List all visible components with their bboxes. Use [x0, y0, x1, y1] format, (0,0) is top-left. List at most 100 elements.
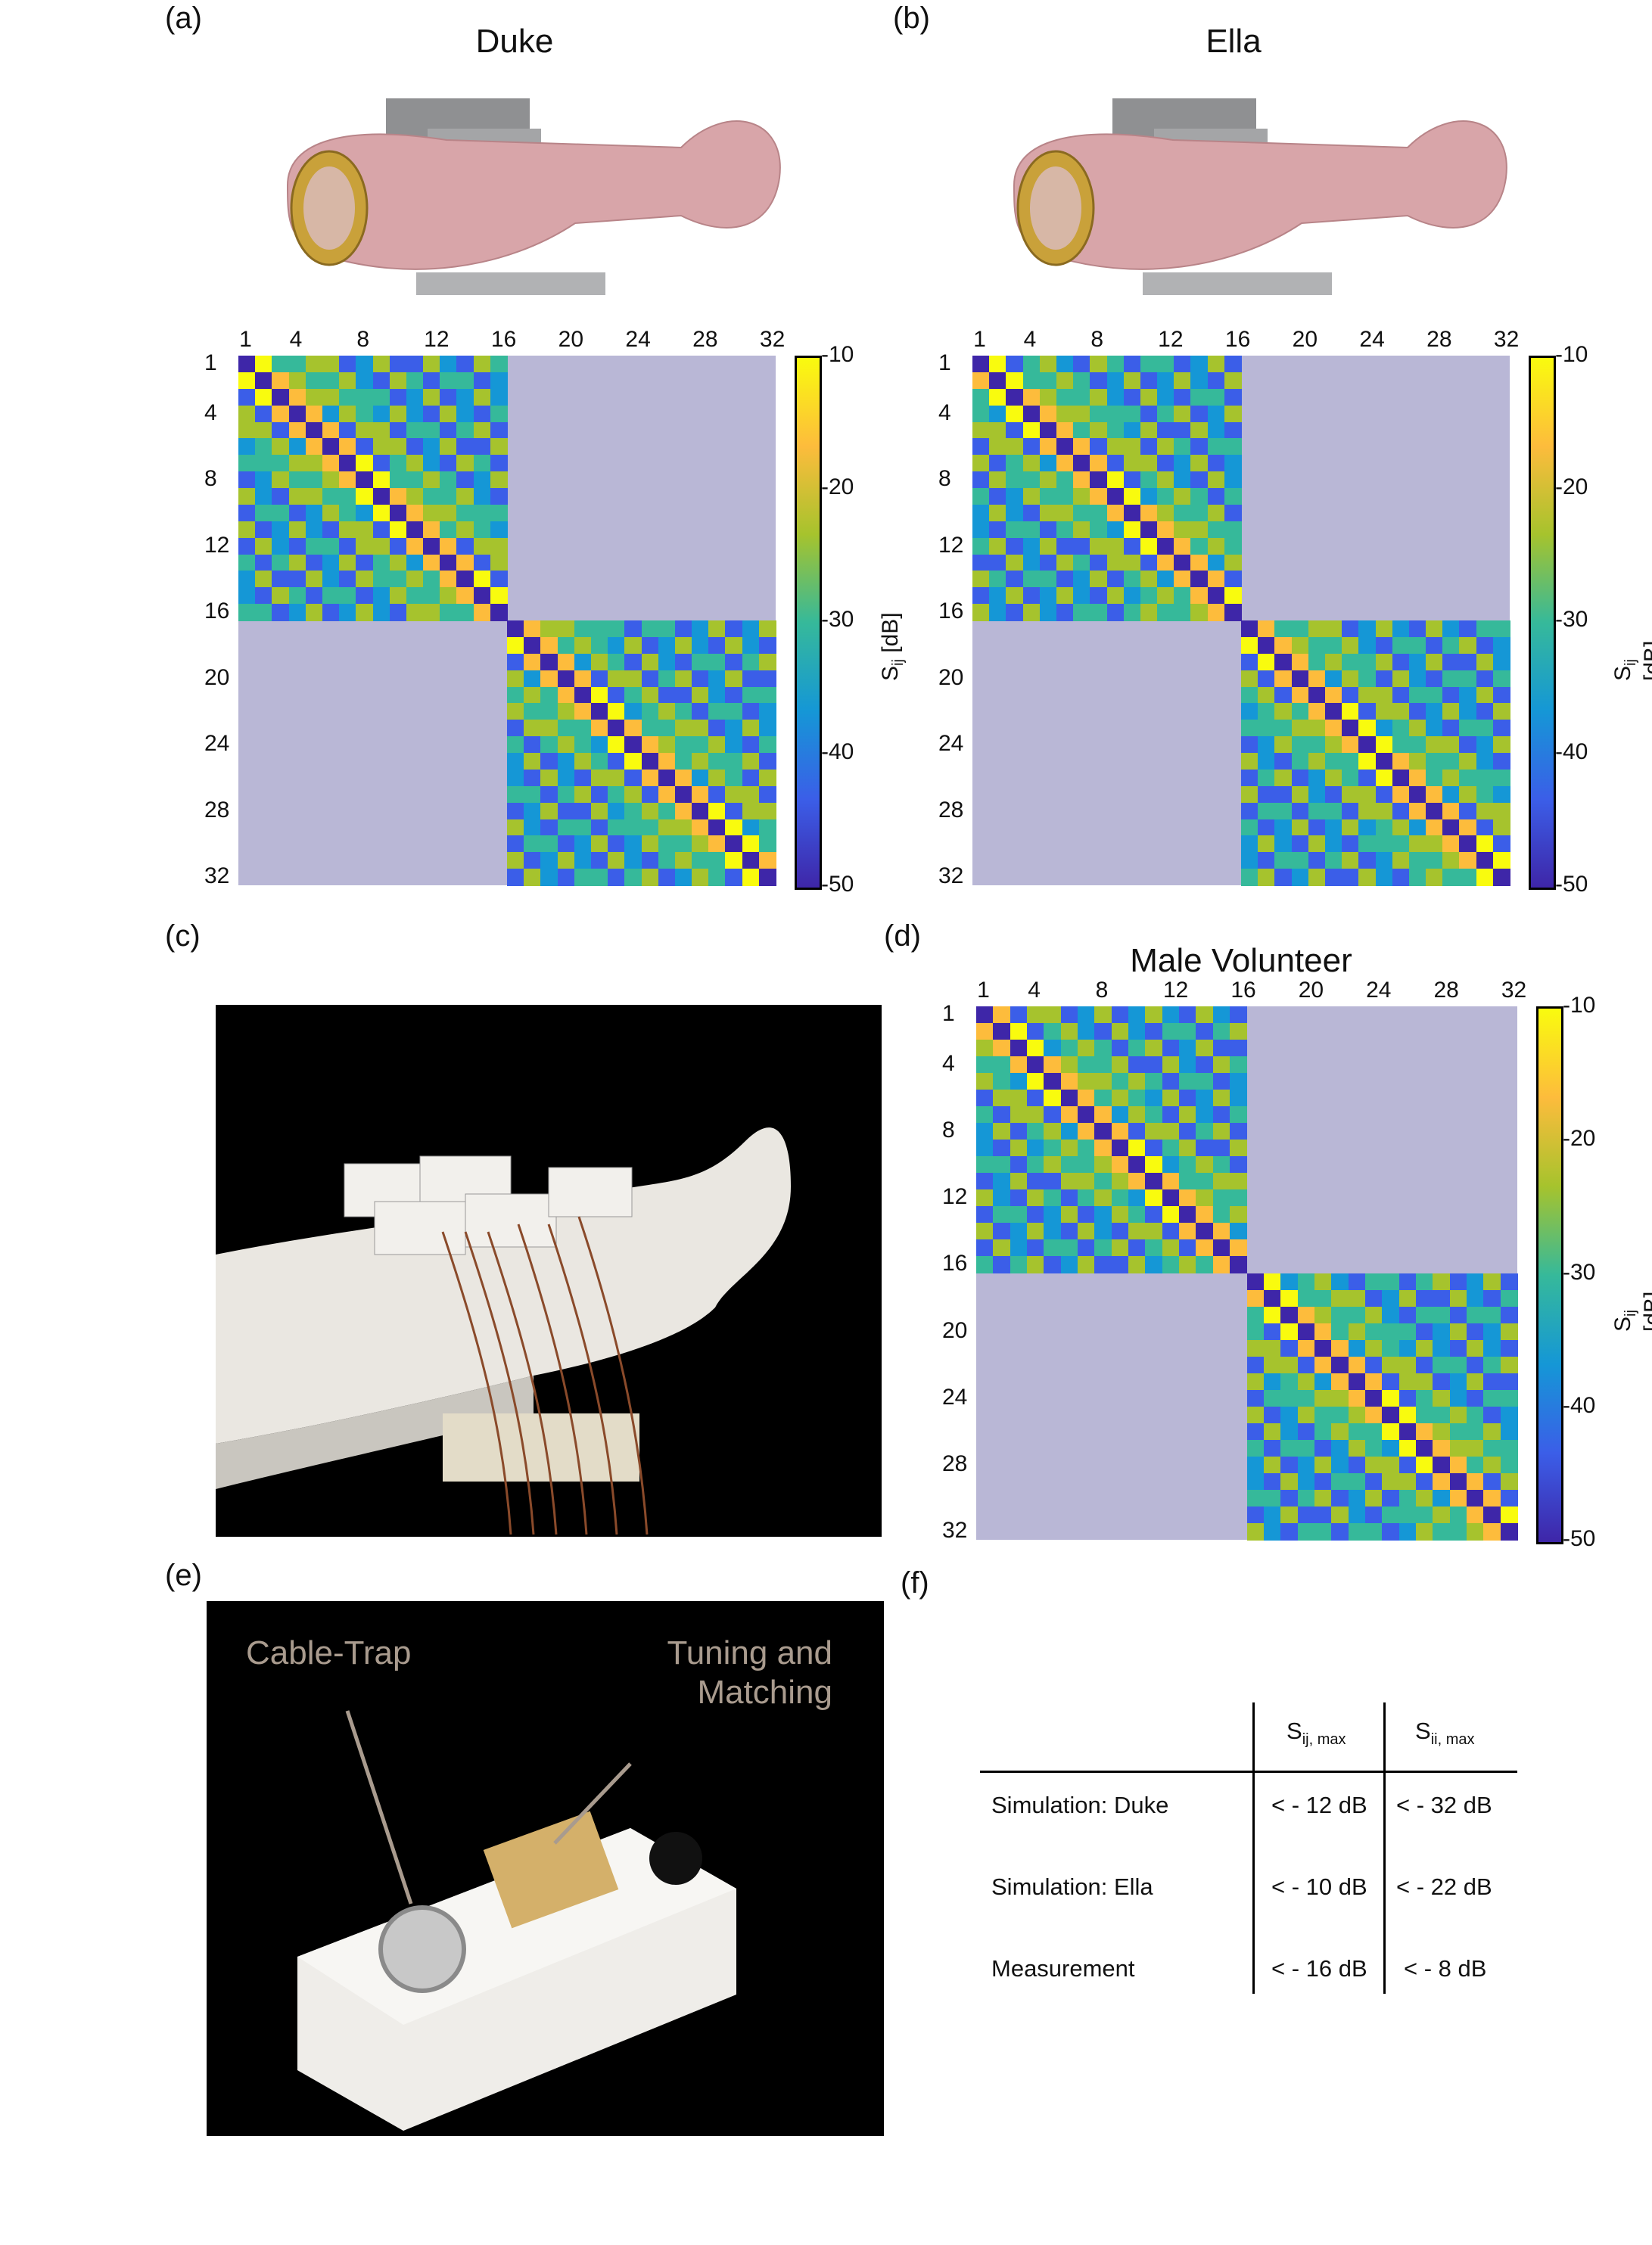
heatmap-cell	[1022, 455, 1041, 472]
heatmap-cell	[989, 521, 1006, 539]
heatmap-cell	[389, 471, 407, 489]
heatmap-cell	[423, 504, 440, 522]
panel-label-b: (b)	[893, 2, 930, 35]
heatmap-cell	[1314, 1522, 1332, 1541]
heatmap-cell	[1078, 1056, 1095, 1074]
heatmap-cell	[507, 769, 524, 787]
heatmap-cell	[1398, 1406, 1417, 1424]
heatmap-cell	[1106, 455, 1125, 472]
heatmap-cell	[1426, 835, 1443, 853]
heatmap-cell	[658, 869, 676, 886]
heatmap-cell	[692, 686, 709, 704]
heatmap-cell	[305, 488, 323, 505]
heatmap-cell	[674, 802, 692, 819]
table-header-sij: Sij, max	[1286, 1718, 1346, 1749]
heatmap-cell	[1190, 554, 1209, 571]
heatmap-cell	[725, 835, 743, 853]
heatmap-cell	[1162, 1140, 1180, 1157]
heatmap-cell	[1324, 720, 1342, 737]
heatmap-cell	[1140, 455, 1158, 472]
heatmap-cell	[1010, 1140, 1028, 1157]
heatmap-cell	[1196, 1006, 1214, 1024]
heatmap-cell	[406, 604, 424, 621]
heatmap-cell	[708, 670, 726, 687]
heatmap-cell	[758, 852, 776, 869]
heatmap-cell	[1044, 1206, 1062, 1224]
heatmap-cell	[1364, 1506, 1383, 1524]
heatmap-cell	[1263, 1439, 1281, 1457]
heatmap-cell	[423, 604, 440, 621]
heatmap-cell	[339, 455, 356, 472]
heatmap-cell	[1039, 356, 1057, 373]
heatmap-cell	[742, 769, 760, 787]
heatmap-cell	[608, 736, 625, 754]
heatmap-cell	[972, 421, 990, 439]
heatmap-cell	[356, 438, 373, 456]
heatmap-cell	[356, 521, 373, 539]
heatmap-cell	[1157, 405, 1174, 422]
heatmap-cell	[1094, 1123, 1112, 1140]
heatmap-cell	[372, 421, 390, 439]
heatmap-cell	[1157, 488, 1174, 505]
heatmap-cell	[1246, 1339, 1265, 1357]
heatmap-cell	[1342, 753, 1359, 770]
panel-label-d: (d)	[884, 919, 921, 953]
heatmap-cell	[1483, 1356, 1501, 1374]
heatmap-cell	[1274, 835, 1293, 853]
heatmap-cell	[1212, 1006, 1230, 1024]
heatmap-cell	[624, 720, 642, 737]
heatmap-cell	[1433, 1489, 1451, 1507]
heatmap-cell	[725, 852, 743, 869]
heatmap-cell	[1060, 1040, 1078, 1057]
heatmap-cell	[389, 488, 407, 505]
heatmap-cell	[1224, 405, 1242, 422]
heatmap-cell	[1433, 1306, 1451, 1324]
heatmap-cell	[692, 785, 709, 804]
heatmap-cell	[1241, 802, 1258, 819]
heatmap-cell	[255, 438, 272, 456]
heatmap-cell	[1022, 571, 1041, 588]
heatmap-cell	[1449, 1306, 1467, 1324]
heatmap-cell	[1207, 554, 1225, 571]
heatmap-cell	[1094, 1156, 1112, 1174]
heatmap-cell	[238, 587, 256, 605]
heatmap-cell	[976, 1206, 994, 1224]
heatmap-cell	[1415, 1339, 1433, 1357]
heatmap-cell	[708, 753, 726, 770]
heatmap-cell	[742, 653, 760, 671]
heatmap-cell	[1006, 438, 1024, 456]
heatmap-cell	[1174, 438, 1191, 456]
heatmap-cell	[1162, 1156, 1180, 1174]
heatmap-cell	[1433, 1423, 1451, 1441]
heatmap-cell	[1212, 1223, 1230, 1240]
heatmap-cell	[1433, 1439, 1451, 1457]
heatmap-cell	[1094, 1056, 1112, 1074]
heatmap-cell	[641, 670, 659, 687]
heatmap-cell	[1449, 1373, 1467, 1391]
heatmap-cell	[1207, 488, 1225, 505]
heatmap-cell	[1060, 1256, 1078, 1273]
heatmap-cell	[1466, 1439, 1484, 1457]
heatmap-cell	[1258, 819, 1275, 836]
heatmap-cell	[1408, 686, 1426, 704]
heatmap-cell	[1308, 670, 1326, 687]
heatmap-cell	[1500, 1439, 1518, 1457]
heatmap-cell	[708, 636, 726, 655]
heatmap-cell	[624, 636, 642, 655]
heatmap-cell	[674, 686, 692, 704]
heatmap-cell	[1006, 504, 1024, 522]
heatmap-cell	[1044, 1006, 1062, 1024]
heatmap-cell	[574, 703, 592, 720]
heatmap-cell	[742, 785, 760, 804]
heatmap-cell	[473, 438, 491, 456]
annotation-tuning-line2: Matching	[697, 1674, 832, 1711]
heatmap-cell	[1258, 653, 1275, 671]
heatmap-cell	[1010, 1206, 1028, 1224]
heatmap-cell	[1140, 405, 1158, 422]
heatmap-cell	[1090, 438, 1107, 456]
heatmap-cell	[1258, 753, 1275, 770]
heatmap-cell	[540, 736, 558, 754]
heatmap-cell	[1291, 769, 1309, 787]
heatmap-cell	[440, 587, 457, 605]
axis-tick-label-left: 28	[938, 797, 964, 822]
